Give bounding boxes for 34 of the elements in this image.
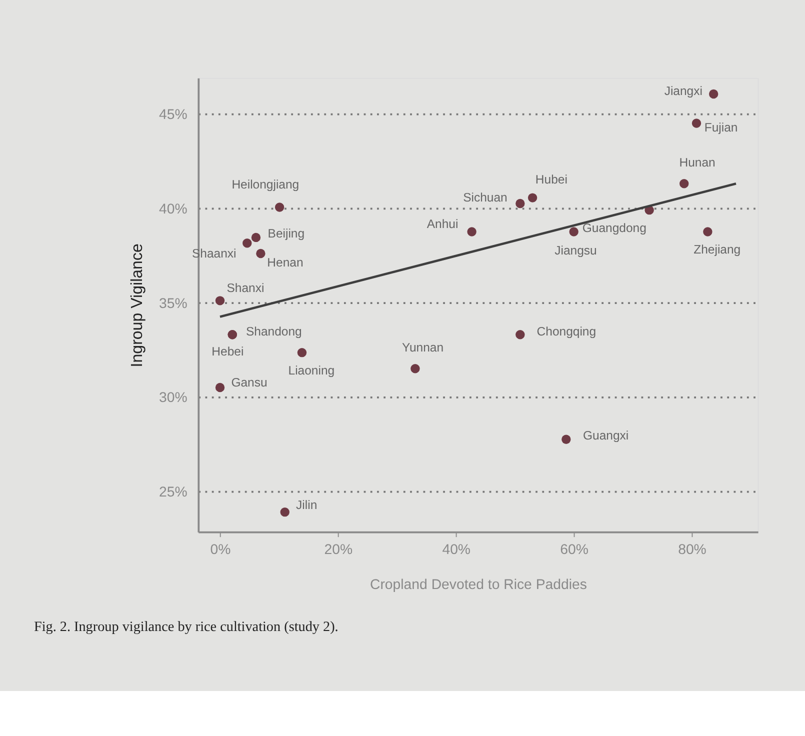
annotation: Jiangxi [664, 84, 702, 98]
x-axis-title: Cropland Devoted to Rice Paddies [370, 576, 587, 592]
x-tick-label: 60% [560, 541, 589, 558]
annotation: Guangdong [582, 220, 647, 235]
annotation: Anhui [426, 217, 458, 232]
y-tick-label: 35% [159, 294, 188, 311]
annotation: Liaoning [288, 363, 335, 378]
caption: Fig. 2. Ingroup vigilance by rice cultivation (study 2). [34, 618, 338, 635]
annotation: Jilin [296, 498, 318, 512]
annotation: Heilongjiang [232, 177, 300, 192]
annotation: Yunnan [402, 340, 444, 355]
annotation: Henan [267, 256, 304, 270]
annotation: Hunan [679, 156, 716, 170]
y-tick-label: 25% [159, 483, 188, 500]
annotation: Shandong [246, 324, 302, 339]
x-tick-label: 0% [210, 541, 232, 558]
annotation: Sichuan [463, 190, 508, 205]
annotation: Hubei [535, 172, 568, 187]
annotation: Hebei [212, 344, 244, 358]
y-tick-label: 30% [159, 389, 188, 406]
annotation: Fujian [704, 120, 738, 135]
x-tick-label: 80% [678, 541, 707, 558]
y-tick-label: 40% [159, 200, 188, 216]
annotation: Chongqing [536, 324, 596, 339]
annotation: Jiangsu [554, 243, 597, 258]
annotation: Zhejiang [694, 242, 741, 256]
y-tick-label: 45% [159, 106, 188, 122]
y-axis-title: Ingroup Vigilance [128, 244, 146, 368]
x-tick-label: 20% [324, 541, 353, 558]
annotation: Guangxi [582, 428, 629, 442]
annotation: Shanxi [226, 281, 264, 296]
annotation: Beijing [268, 226, 305, 240]
annotation: Gansu [231, 376, 268, 390]
x-tick-label: 40% [442, 541, 471, 558]
